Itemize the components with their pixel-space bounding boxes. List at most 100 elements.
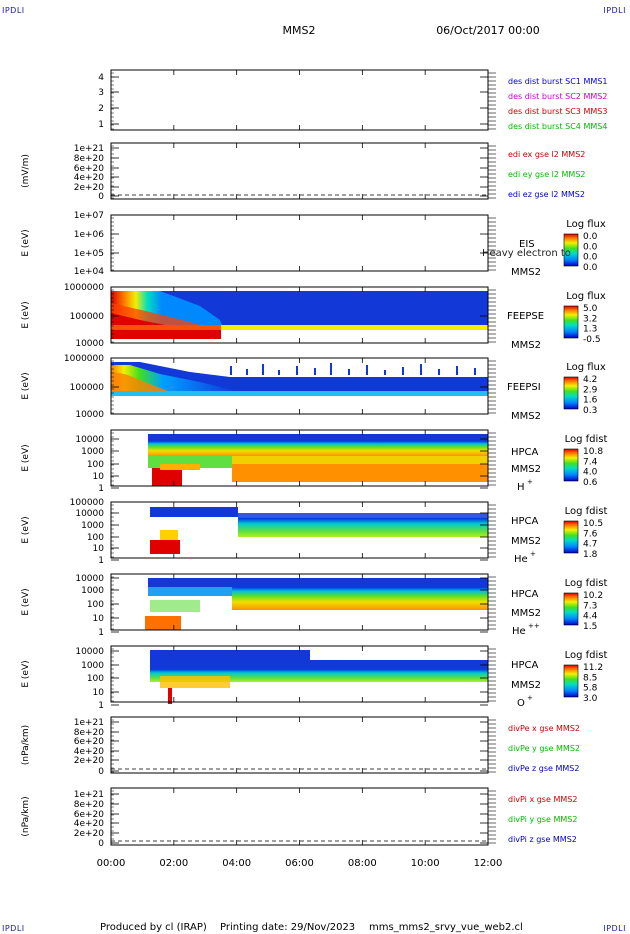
hpca-o-species: O: [517, 698, 525, 709]
colorbar-tick-label: 8.5: [583, 673, 597, 683]
corner-tag-top-left: IPDLI: [2, 6, 25, 15]
colorbar-tick-label: 1.5: [583, 622, 597, 632]
colorbar-title: Log flux: [566, 291, 606, 302]
colorbar-tick-label: 0.0: [583, 232, 598, 242]
hpca-o-species-charge: +: [527, 694, 533, 702]
x-tick-label: 04:00: [222, 858, 251, 869]
footer-produced-by: Produced by cl (IRAP): [100, 922, 207, 933]
legend-entry: divPe y gse MMS2: [508, 744, 580, 753]
hpca-he2-species-charge: ++: [528, 622, 540, 630]
colorbar-tick-label: 0.3: [583, 406, 597, 416]
y-tick-label: 1000000: [64, 283, 104, 293]
y-tick-label: 6e+20: [74, 810, 105, 820]
y-tick-label: 100: [87, 460, 104, 470]
panel-frame: [110, 69, 489, 131]
colorbar-title: Log fdist: [565, 578, 608, 589]
colorbar: [563, 664, 579, 698]
colorbar: [563, 592, 579, 626]
y-tick-label: 1: [98, 556, 104, 566]
colorbar-tick-label: 1.6: [583, 396, 598, 406]
y-tick-label: 0: [98, 192, 104, 202]
panel-frame: [110, 214, 489, 272]
y-tick-label: 4e+20: [74, 819, 105, 829]
corner-tag-bottom-left: IPDLI: [2, 924, 25, 933]
corner-tag-bottom-right: IPDLI: [603, 924, 626, 933]
hpca-h-spectrogram: [148, 434, 488, 486]
legend-entry: des dist burst SC2 MMS2: [508, 92, 607, 101]
y-tick-label: 10: [93, 472, 105, 482]
y-tick-label: 2e+20: [74, 183, 105, 193]
feepsi-label: FEEPSI: [507, 382, 541, 393]
colorbar-tick-label: 4.2: [583, 375, 597, 385]
y-tick-label: 1e+05: [74, 249, 104, 259]
panel-frames: [110, 69, 496, 846]
footer-printing-date: Printing date: 29/Nov/2023: [220, 922, 355, 933]
footer-script: mms_mms2_srvy_vue_web2.cl: [369, 922, 523, 933]
y-tick-label: 1e+21: [74, 718, 104, 728]
colorbar-title: Log flux: [566, 219, 606, 230]
y-tick-label: 10: [93, 688, 105, 698]
y-axis-label: (nPa/km): [21, 725, 31, 765]
hpca-h-label: HPCA: [511, 447, 539, 458]
panel-4: 1000000 100000 10000 E (eV) Log flux 5.03.21.…: [21, 283, 606, 349]
y-tick-label: 2: [98, 104, 104, 114]
y-tick-label: 1e+21: [74, 790, 104, 800]
legend-entry: edi ey gse l2 MMS2: [508, 170, 586, 179]
y-tick-label: 1e+04: [74, 267, 105, 277]
colorbar-tick-label: 4.0: [583, 468, 598, 478]
y-tick-label: 8e+20: [74, 728, 105, 738]
y-tick-label: 1e+06: [74, 230, 105, 240]
colorbar-tick-label: 7.3: [583, 601, 597, 611]
feepse-mms-label: MMS2: [511, 340, 541, 351]
colorbar-tick-label: 0.0: [583, 242, 598, 252]
panel-frame: [110, 142, 489, 200]
y-tick-label: 1000: [81, 586, 104, 596]
y-tick-label: 1: [98, 120, 104, 130]
y-axis-label: E (eV): [21, 516, 31, 543]
hpca-he-species: He: [514, 554, 528, 565]
y-axis-label: E (eV): [21, 588, 31, 615]
y-tick-label: 100: [87, 674, 104, 684]
hpca-o-label: HPCA: [511, 660, 539, 671]
colorbar: [563, 233, 579, 267]
y-tick-label: 1: [98, 701, 104, 711]
y-tick-label: 8e+20: [74, 154, 105, 164]
colorbar-title: Log flux: [566, 362, 606, 373]
y-tick-label: 4e+20: [74, 173, 105, 183]
colorbar-tick-label: 1.3: [583, 325, 597, 335]
y-tick-label: 1: [98, 628, 104, 638]
colorbar-tick-label: -0.5: [583, 335, 601, 345]
y-tick-label: 10000: [75, 339, 104, 349]
legend-entry: des dist burst SC3 MMS3: [508, 107, 607, 116]
hpca-h-species-charge: +: [527, 478, 533, 486]
x-tick-label: 12:00: [474, 858, 503, 869]
hpca-he-label: HPCA: [511, 516, 539, 527]
hpca-h-species: H: [517, 482, 525, 493]
y-tick-label: 0: [98, 767, 104, 777]
axis-layer: 4 3 2 1 des dist burst SC1 MMS1 des dist burs…: [21, 73, 607, 869]
colorbar-tick-label: 4.4: [583, 612, 598, 622]
colorbar-title: Log fdist: [565, 650, 608, 661]
y-tick-label: 1000: [81, 661, 104, 671]
x-axis: 00:00 02:00 04:00 06:00 08:00 10:00 12:00: [97, 858, 503, 869]
legend-entry: des dist burst SC1 MMS1: [508, 77, 607, 86]
y-axis-label: E (eV): [21, 301, 31, 328]
y-tick-label: 6e+20: [74, 737, 105, 747]
eis-label: EIS: [519, 239, 535, 250]
legend-entry: divPi z gse MMS2: [508, 835, 577, 844]
legend-entry: edi ex gse l2 MMS2: [508, 150, 585, 159]
y-axis-label: E (eV): [21, 229, 31, 256]
y-tick-label: 4e+20: [74, 747, 105, 757]
y-tick-label: 2e+20: [74, 829, 105, 839]
colorbar-tick-label: 10.2: [583, 591, 603, 601]
eis-overlap-text: Heavy electron to: [482, 248, 571, 259]
y-tick-label: 0: [98, 839, 104, 849]
y-axis-label: (mV/m): [21, 154, 31, 188]
colorbar-tick-label: 0.0: [583, 263, 598, 273]
colorbar-tick-label: 10.5: [583, 519, 603, 529]
plot-date: 06/Oct/2017 00:00: [436, 24, 540, 37]
hpca-he-spectrogram: [150, 507, 488, 554]
y-tick-label: 100: [87, 533, 104, 543]
